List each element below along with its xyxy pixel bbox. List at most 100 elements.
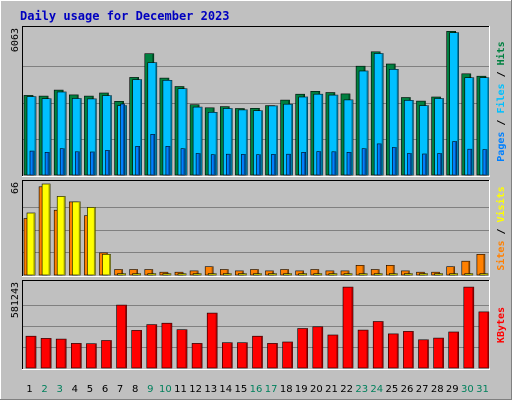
day-label-29: 29 <box>446 384 459 395</box>
bar-shade-kbytes-day-18 <box>291 342 293 368</box>
bar-shade-pages-day-21 <box>334 151 336 175</box>
bar-shade-files-day-6 <box>110 95 112 175</box>
bar-shade-pages-day-27 <box>425 154 427 175</box>
legend-part: / <box>496 65 507 83</box>
day-label-21: 21 <box>325 384 338 395</box>
day-label-27: 27 <box>416 384 429 395</box>
bar-shade-pages-day-22 <box>349 152 351 175</box>
panel-bottom-legend: KBytes <box>496 307 507 343</box>
bar-shade-pages-day-2 <box>47 152 50 175</box>
day-axis-labels: 1 2 3 4 5 6 7 8 9 10 11 12 13 14 15 16 17 18 19 20 21 22 23 24 2… <box>26 384 489 395</box>
bar-shade-sites-day-28 <box>441 273 443 275</box>
bar-shade-files-day-23 <box>366 71 369 175</box>
bar-shade-sites-day-25 <box>395 273 398 275</box>
bar-shade-kbytes-day-22 <box>351 287 353 368</box>
day-label-15: 15 <box>235 384 248 395</box>
bar-shade-sites-day-11 <box>184 273 186 275</box>
bar-shade-sites-day-22 <box>350 273 352 275</box>
bar-shade-files-day-12 <box>200 107 203 175</box>
bar-shade-files-day-30 <box>472 77 474 175</box>
day-label-10: 10 <box>159 384 172 395</box>
bar-shade-files-day-7 <box>125 105 127 175</box>
day-label-1: 1 <box>26 384 32 395</box>
day-label-31: 31 <box>476 384 489 395</box>
legend-part: / <box>496 222 507 240</box>
day-label-7: 7 <box>117 384 123 395</box>
bar-shade-pages-day-23 <box>364 148 367 175</box>
day-label-26: 26 <box>401 384 414 395</box>
legend-part: Visits <box>495 186 507 222</box>
bar-shade-kbytes-day-15 <box>245 342 248 368</box>
bar-shade-visits-day-7 <box>121 269 123 275</box>
bar-shade-files-day-11 <box>185 88 187 175</box>
bar-shade-sites-day-26 <box>410 273 413 275</box>
bar-shade-files-day-25 <box>396 69 399 175</box>
bar-shade-pages-day-1 <box>32 151 34 175</box>
panel-top-ymax-label: 6063 <box>10 28 21 52</box>
bar-shade-files-day-31 <box>487 77 489 175</box>
panel-middle-legend: Sites / Visits <box>495 186 507 270</box>
bar-shade-kbytes-day-28 <box>442 338 444 368</box>
bar-shade-visits-day-31 <box>483 254 485 275</box>
bar-shade-sites-day-31 <box>486 273 488 275</box>
bar-shade-pages-day-25 <box>394 147 397 175</box>
bar-shade-files-day-18 <box>291 104 293 175</box>
bar-shade-pages-day-3 <box>62 148 65 175</box>
bar-shade-files-day-2 <box>49 98 52 175</box>
bar-shade-files-day-27 <box>427 105 429 175</box>
bar-shade-files-day-5 <box>94 98 97 175</box>
panel-middle-ymax-label: 66 <box>10 182 21 194</box>
bar-shade-kbytes-day-2 <box>49 338 52 368</box>
day-label-14: 14 <box>219 384 232 395</box>
bar-shade-kbytes-day-30 <box>472 287 474 368</box>
bar-shade-files-day-17 <box>276 105 278 175</box>
panel-middle: 66 Sites / Visits <box>10 180 507 277</box>
bar-shade-sites-day-29 <box>456 273 458 275</box>
bar-shade-kbytes-day-4 <box>79 343 82 368</box>
bar-shade-visits-day-24 <box>377 269 380 275</box>
day-label-3: 3 <box>57 384 63 395</box>
legend-part: Sites <box>495 241 507 271</box>
bar-shade-visits-day-16 <box>257 269 259 275</box>
bar-shade-kbytes-day-16 <box>261 336 263 368</box>
chart-title: Daily usage for December 2023 <box>20 9 230 23</box>
bar-shade-kbytes-day-5 <box>94 343 97 368</box>
bar-shade-files-day-28 <box>442 98 444 175</box>
bar-shade-visits-day-13 <box>211 266 214 275</box>
bar-shade-pages-day-30 <box>470 149 472 175</box>
bar-shade-visits-day-9 <box>151 269 153 275</box>
day-label-20: 20 <box>310 384 323 395</box>
bar-shade-files-day-4 <box>79 98 82 175</box>
day-label-6: 6 <box>102 384 108 395</box>
bar-shade-visits-day-26 <box>407 270 410 275</box>
bar-shade-kbytes-day-1 <box>34 336 36 368</box>
bar-shade-pages-day-13 <box>213 154 216 175</box>
bar-shade-visits-day-15 <box>241 270 244 275</box>
bar-shade-sites-day-15 <box>244 273 247 275</box>
bar-shade-files-day-22 <box>351 99 353 175</box>
legend-part: Hits <box>495 41 507 65</box>
bar-shade-kbytes-day-13 <box>215 313 218 368</box>
bar-shade-visits-day-14 <box>226 269 229 275</box>
bar-shade-sites-day-14 <box>229 273 232 275</box>
bar-shade-sites-day-19 <box>305 273 307 275</box>
day-label-11: 11 <box>174 384 187 395</box>
bar-shade-kbytes-day-27 <box>427 339 429 368</box>
bar-shade-visits-day-30 <box>468 261 470 275</box>
bar-shade-sites-day-16 <box>260 273 262 275</box>
bar-shade-kbytes-day-20 <box>321 326 323 368</box>
day-label-13: 13 <box>204 384 217 395</box>
day-label-23: 23 <box>355 384 368 395</box>
bar-shade-kbytes-day-11 <box>185 329 187 368</box>
bar-shade-visits-day-21 <box>332 270 334 275</box>
bar-shade-kbytes-day-19 <box>306 328 308 368</box>
bar-shade-visits-day-22 <box>347 270 349 275</box>
bar-shade-kbytes-day-17 <box>276 343 278 368</box>
bar-shade-sites-day-6 <box>109 254 111 275</box>
bar-shade-files-day-16 <box>261 110 263 175</box>
day-label-12: 12 <box>189 384 202 395</box>
bar-shade-files-day-21 <box>336 95 338 175</box>
bar-shade-pages-day-6 <box>108 150 110 175</box>
day-label-22: 22 <box>340 384 353 395</box>
bar-shade-pages-day-8 <box>138 146 140 175</box>
